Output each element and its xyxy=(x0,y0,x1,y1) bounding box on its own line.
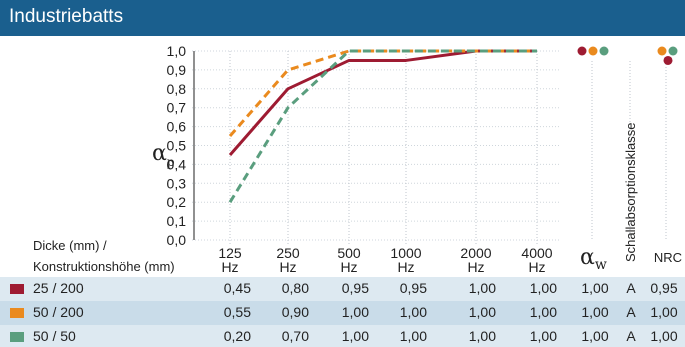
row-value: 0,70 xyxy=(281,328,309,344)
row-value: 0,45 xyxy=(223,280,251,296)
table-row: 50 / 200 0,55 0,90 1,00 1,00 1,00 1,00 1,00 A 1,0… xyxy=(0,301,685,325)
aw-dot xyxy=(599,46,609,56)
x-tick-label: 2000 xyxy=(460,245,491,261)
x-tick-label: 500 xyxy=(337,245,361,261)
row-value: 0,20 xyxy=(223,328,251,344)
table-row: 50 / 50 0,20 0,70 1,00 1,00 1,00 1,00 1,00 A 1,00 xyxy=(0,325,685,347)
row-aw: 1,00 xyxy=(581,280,609,296)
x-tick-label: 1000 xyxy=(390,245,421,261)
row-class: A xyxy=(626,280,636,296)
y-tick-label: 0,6 xyxy=(167,119,187,135)
x-tick-label: 4000 xyxy=(521,245,552,261)
row-value: 1,00 xyxy=(341,304,369,320)
nrc-dot xyxy=(663,55,673,65)
series-line-2 xyxy=(228,49,537,138)
row-label: 50 / 50 xyxy=(33,328,76,344)
x-tick-unit: Hz xyxy=(467,259,484,275)
row-value: 0,95 xyxy=(399,280,427,296)
legend-swatch xyxy=(10,284,24,294)
nrc-dot xyxy=(668,46,678,56)
nrc-header: NRC xyxy=(654,250,682,265)
y-tick-label: 0,0 xyxy=(167,232,187,248)
table-header-height: Konstruktionshöhe (mm) xyxy=(33,259,175,274)
row-class: A xyxy=(626,304,636,320)
row-value: 1,00 xyxy=(529,328,557,344)
y-tick-label: 0,7 xyxy=(167,100,187,116)
series-line-3 xyxy=(228,49,537,203)
nrc-dot xyxy=(657,46,667,56)
row-class: A xyxy=(626,328,636,344)
row-aw: 1,00 xyxy=(581,304,609,320)
class-header: Schallabsorptionsklasse xyxy=(623,123,638,262)
row-value: 1,00 xyxy=(529,304,557,320)
x-tick-unit: Hz xyxy=(397,259,414,275)
y-tick-label: 0,3 xyxy=(167,175,187,191)
header-bar: Industriebatts xyxy=(0,0,685,35)
row-label: 50 / 200 xyxy=(33,304,84,320)
x-tick-label: 250 xyxy=(276,245,300,261)
table-header-thickness: Dicke (mm) / xyxy=(33,238,107,253)
row-value: 1,00 xyxy=(529,280,557,296)
row-value: 0,55 xyxy=(223,304,251,320)
x-tick-unit: Hz xyxy=(528,259,545,275)
header-divider xyxy=(0,35,685,36)
x-tick-unit: Hz xyxy=(279,259,296,275)
row-nrc: 0,95 xyxy=(650,280,678,296)
row-value: 1,00 xyxy=(468,280,496,296)
row-value: 1,00 xyxy=(399,328,427,344)
legend-swatch xyxy=(10,308,24,318)
row-value: 0,95 xyxy=(341,280,369,296)
y-tick-label: 0,4 xyxy=(167,156,187,172)
row-value: 1,00 xyxy=(399,304,427,320)
y-tick-label: 0,9 xyxy=(167,62,187,78)
x-tick-unit: Hz xyxy=(221,259,238,275)
row-aw: 1,00 xyxy=(581,328,609,344)
x-tick-label: 125 xyxy=(218,245,242,261)
row-value: 1,00 xyxy=(468,304,496,320)
table-row: 25 / 200 0,45 0,80 0,95 0,95 1,00 1,00 1,00 A 0,9… xyxy=(0,277,685,301)
y-axis-label: αp xyxy=(152,141,175,169)
series-line-1 xyxy=(228,49,537,156)
row-value: 1,00 xyxy=(341,328,369,344)
row-label: 25 / 200 xyxy=(33,280,84,296)
row-value: 1,00 xyxy=(468,328,496,344)
legend-swatch xyxy=(10,332,24,342)
row-value: 0,80 xyxy=(281,280,309,296)
y-tick-label: 0,8 xyxy=(167,81,187,97)
aw-dot xyxy=(577,46,587,56)
y-tick-label: 0,2 xyxy=(167,194,187,210)
y-tick-label: 1,0 xyxy=(167,43,187,59)
row-nrc: 1,00 xyxy=(650,328,678,344)
row-nrc: 1,00 xyxy=(650,304,678,320)
x-tick-unit: Hz xyxy=(340,259,357,275)
aw-dot xyxy=(588,46,598,56)
y-tick-label: 0,5 xyxy=(167,138,187,154)
row-value: 0,90 xyxy=(281,304,309,320)
y-tick-label: 0,1 xyxy=(167,213,187,229)
aw-header: αw xyxy=(580,245,607,273)
page-title: Industriebatts xyxy=(9,6,124,27)
